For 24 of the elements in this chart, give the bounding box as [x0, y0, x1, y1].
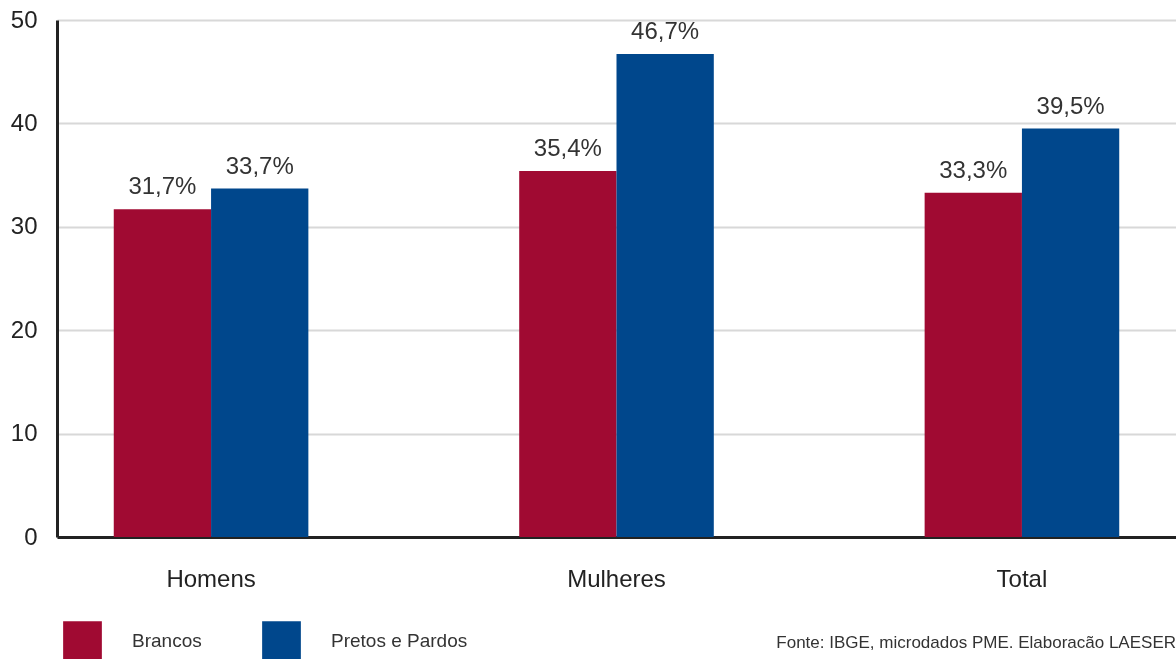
bar: [113, 209, 212, 537]
data-label: 31,7%: [128, 172, 197, 200]
bar: [211, 188, 309, 537]
x-tick-label: Total: [996, 564, 1048, 592]
x-tick-label: Homens: [166, 564, 256, 592]
y-tick-label: 50: [10, 5, 38, 33]
legend-label: Pretos e Pardos: [331, 629, 468, 651]
y-tick-label: 40: [10, 108, 38, 136]
legend-label: Brancos: [132, 629, 202, 651]
bar: [1021, 128, 1120, 537]
data-label: 33,7%: [225, 151, 294, 179]
x-tick-label: Mulheres: [567, 564, 666, 592]
source-note: Fonte: IBGE, microdados PME. Elaboracão LAESER: [776, 633, 1176, 652]
bar: [924, 192, 1022, 537]
data-label: 33,3%: [939, 155, 1008, 183]
y-tick-label: 10: [10, 419, 38, 447]
y-tick-label: 30: [10, 212, 38, 240]
data-label: 46,7%: [631, 17, 700, 45]
y-tick-label: 0: [24, 522, 38, 550]
bar: [519, 170, 617, 537]
data-label: 35,4%: [533, 133, 602, 161]
data-label: 39,5%: [1036, 91, 1105, 119]
y-tick-label: 20: [10, 315, 38, 343]
bar: [616, 54, 714, 537]
